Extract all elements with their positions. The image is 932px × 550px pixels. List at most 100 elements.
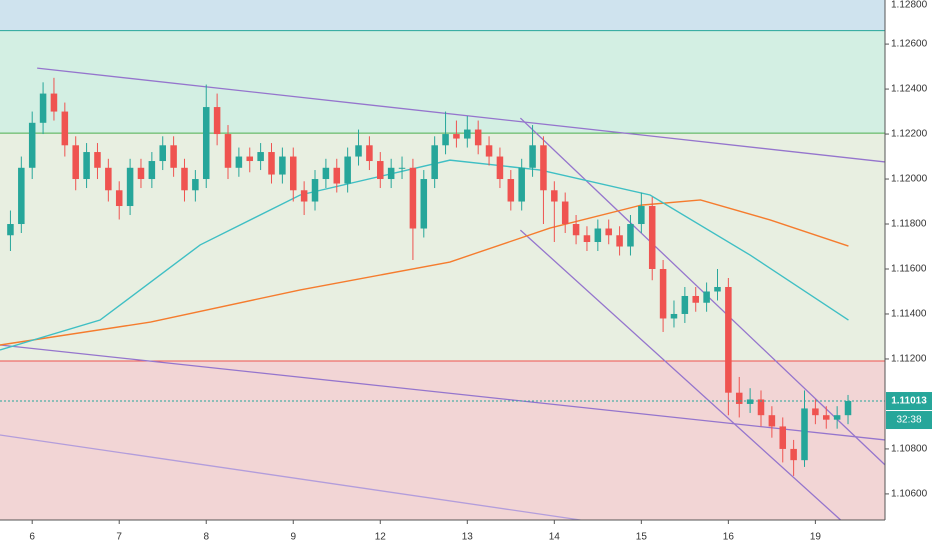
price-tag: 1.11013 xyxy=(891,396,927,407)
candle-body xyxy=(583,235,591,243)
candle-body xyxy=(192,179,199,191)
candle-body xyxy=(507,179,515,202)
price-zone xyxy=(0,0,885,31)
candle-body xyxy=(268,152,275,175)
candle-body xyxy=(94,152,101,168)
candle-body xyxy=(398,167,406,169)
y-tick-label: 1.11600 xyxy=(891,264,927,275)
indicator-line xyxy=(0,199,849,346)
candle-body xyxy=(387,167,395,180)
candle-body xyxy=(605,228,612,236)
candle-body xyxy=(833,415,841,420)
candle-body xyxy=(442,134,449,146)
candle-body xyxy=(224,134,232,168)
price-zone xyxy=(0,133,885,361)
candle-body xyxy=(105,167,112,191)
candle-body xyxy=(333,167,341,184)
candle-body xyxy=(61,111,69,146)
candle-body xyxy=(355,145,362,157)
candle-body xyxy=(790,448,797,461)
candle-body xyxy=(289,156,297,191)
candle-body xyxy=(420,179,428,229)
candle-body xyxy=(757,399,765,416)
candle-body xyxy=(28,122,36,168)
y-tick-label: 1.12800 xyxy=(891,0,928,11)
trendline xyxy=(37,67,886,163)
price-tag-box xyxy=(886,392,932,411)
y-tick-label: 1.11400 xyxy=(891,309,927,320)
candle-body xyxy=(72,145,79,180)
x-tick-label: 14 xyxy=(549,532,561,543)
y-tick-label: 1.12200 xyxy=(891,129,928,140)
candle-body xyxy=(202,107,210,180)
candle-body xyxy=(311,179,319,202)
candle-body xyxy=(181,167,188,191)
y-tick-label: 1.12400 xyxy=(891,84,928,95)
candle-body xyxy=(594,228,602,243)
candle-body xyxy=(279,156,286,175)
axes: 1.12800 1.12600 1.12400 1.12200 1.12000 1.118… xyxy=(29,0,932,543)
candle-body xyxy=(485,145,493,157)
zones xyxy=(0,0,885,520)
trendline xyxy=(519,229,842,521)
y-tick-label: 1.11200 xyxy=(891,354,927,365)
price-zone xyxy=(0,30,885,134)
candle-body xyxy=(735,392,743,404)
candle-body xyxy=(616,235,623,247)
candle-body xyxy=(257,152,264,162)
candle-body xyxy=(822,415,830,420)
candle-body xyxy=(801,408,808,461)
candle-body xyxy=(529,145,536,168)
candle-body xyxy=(714,286,721,292)
y-tick-label: 1.11800 xyxy=(891,219,927,230)
candle-body xyxy=(322,167,330,180)
x-tick-label: 8 xyxy=(203,532,209,543)
candle-body xyxy=(551,190,558,202)
candle-body xyxy=(83,152,90,180)
candle-body xyxy=(344,156,351,184)
candle-body xyxy=(148,161,156,180)
candle-body xyxy=(366,145,373,162)
y-tick-label: 1.10600 xyxy=(891,489,928,500)
candle-body xyxy=(474,129,482,146)
candle-body xyxy=(638,206,645,225)
candle-body xyxy=(246,156,254,162)
candle-body xyxy=(572,224,580,236)
candle-body xyxy=(670,313,678,319)
trendline xyxy=(0,344,886,441)
candle-body xyxy=(115,190,123,207)
candle-body xyxy=(409,167,417,229)
x-tick-label: 19 xyxy=(810,532,822,543)
candle-body xyxy=(18,167,25,225)
candle-body xyxy=(779,426,787,449)
candle-body xyxy=(659,268,667,319)
candle-body xyxy=(692,295,699,303)
x-tick-label: 15 xyxy=(636,532,648,543)
plot xyxy=(0,67,886,521)
candle-body xyxy=(300,190,308,202)
y-tick-label: 1.12000 xyxy=(891,174,928,185)
indicator-line xyxy=(0,159,849,351)
candle-body xyxy=(235,156,243,168)
countdown: 32:38 xyxy=(896,415,921,426)
candle-body xyxy=(50,93,58,112)
candle-body xyxy=(137,167,145,180)
candle-body xyxy=(453,134,460,139)
candle-body xyxy=(746,399,754,404)
price-axis-panel xyxy=(885,0,932,550)
candle-body xyxy=(126,167,134,207)
candle-body xyxy=(170,145,177,168)
candle-body xyxy=(377,161,384,180)
candle-body xyxy=(703,291,710,303)
candle-body xyxy=(768,415,776,427)
x-tick-label: 9 xyxy=(290,532,296,543)
time-axis-panel xyxy=(0,520,932,550)
candle-body xyxy=(681,295,689,314)
candle-body xyxy=(39,93,47,123)
candle-body xyxy=(812,408,819,416)
candle-body xyxy=(518,167,525,202)
x-tick-label: 6 xyxy=(29,532,35,543)
candle-body xyxy=(648,206,656,269)
candle-body xyxy=(844,401,852,416)
